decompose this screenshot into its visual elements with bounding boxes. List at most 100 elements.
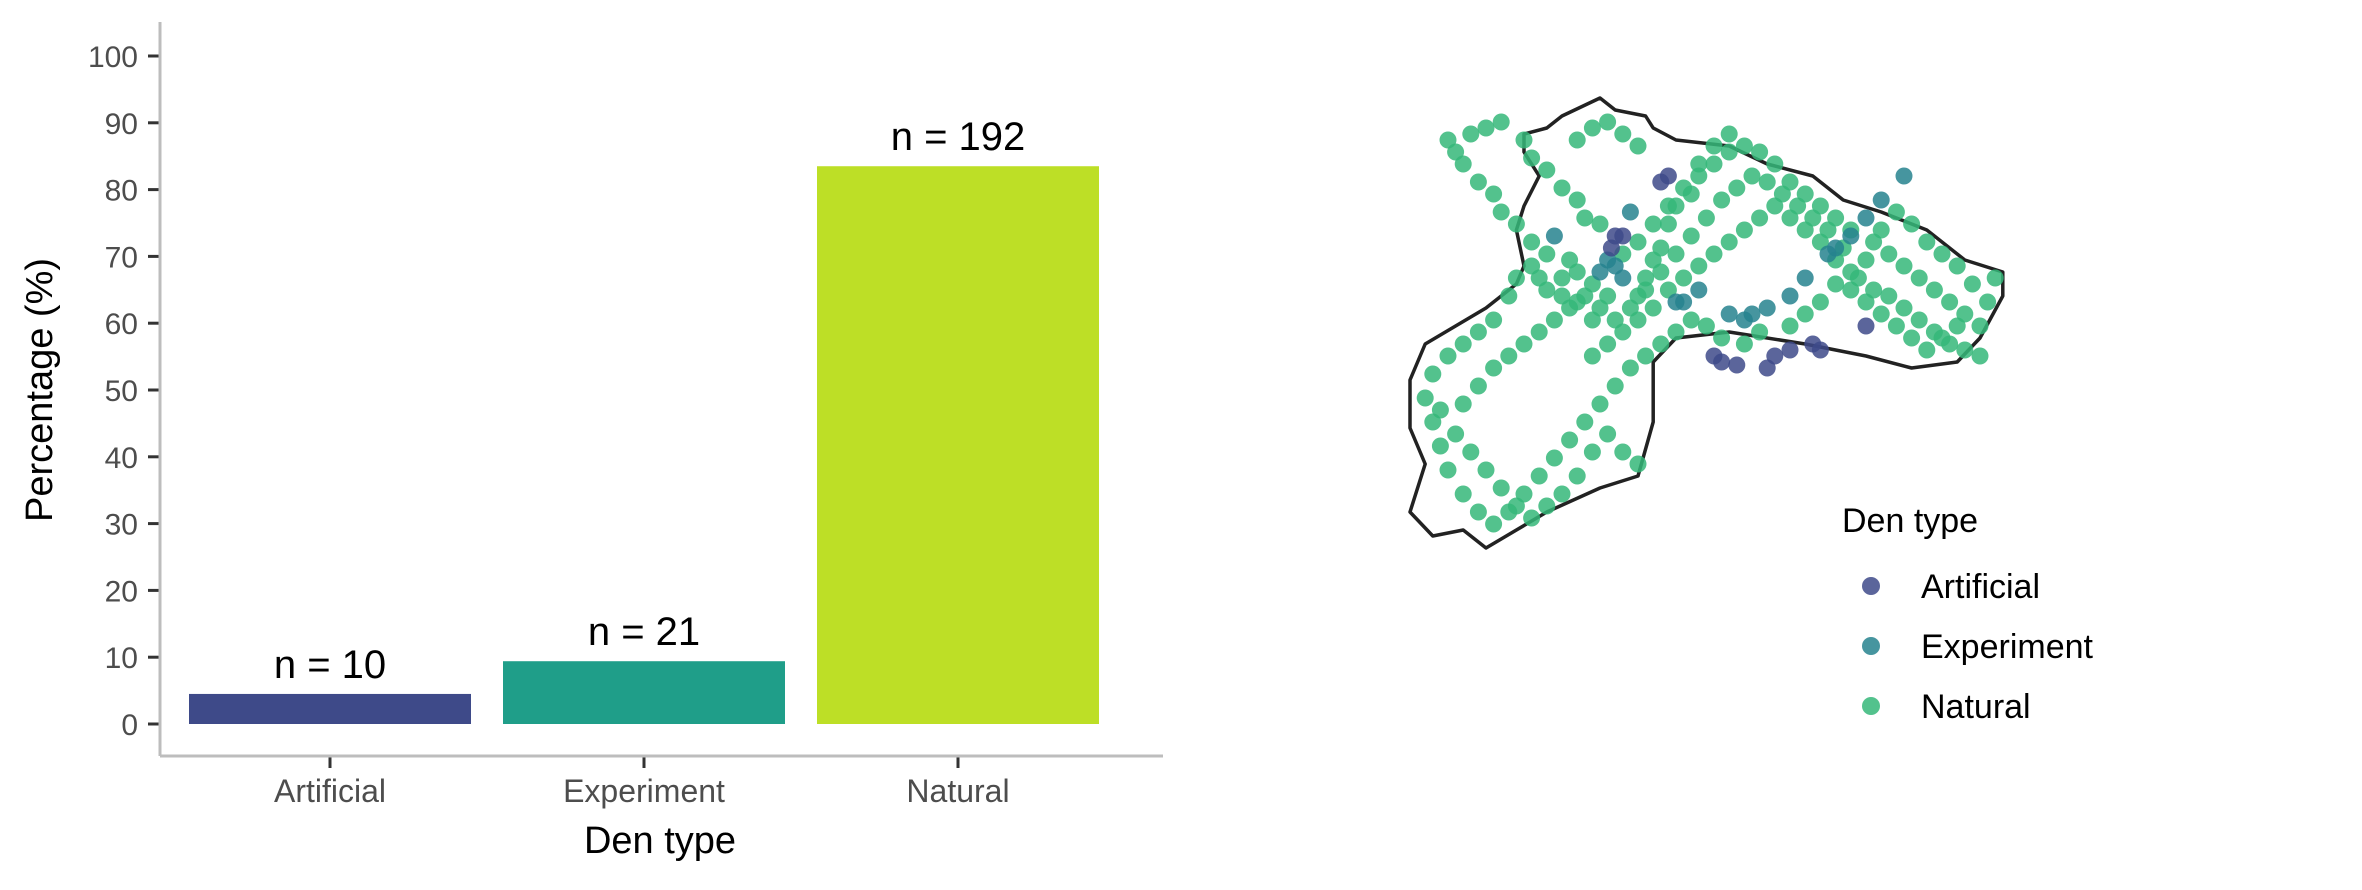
point-natural xyxy=(1416,389,1434,407)
point-natural xyxy=(1925,281,1943,299)
map-points xyxy=(1416,113,2004,533)
bars xyxy=(189,166,1099,725)
point-artificial xyxy=(1659,167,1677,185)
point-experiment xyxy=(1621,203,1639,221)
point-natural xyxy=(1728,179,1746,197)
y-tick-label: 30 xyxy=(105,509,138,542)
point-natural xyxy=(1553,485,1571,503)
point-natural xyxy=(1523,149,1541,167)
point-natural xyxy=(1614,125,1632,143)
legend: Den type Artificial Experiment Natural xyxy=(1842,502,2094,726)
point-experiment xyxy=(1842,227,1860,245)
point-natural xyxy=(1629,455,1647,473)
point-natural xyxy=(1758,173,1776,191)
point-natural xyxy=(1599,113,1617,131)
point-natural xyxy=(1591,215,1609,233)
point-natural xyxy=(1568,467,1586,485)
point-natural xyxy=(1735,335,1753,353)
point-natural xyxy=(1857,251,1875,269)
point-natural xyxy=(1424,365,1442,383)
point-natural xyxy=(1591,395,1609,413)
point-natural xyxy=(1751,143,1769,161)
x-tick-label: Natural xyxy=(906,773,1009,809)
point-natural xyxy=(1910,311,1928,329)
point-natural xyxy=(1447,425,1465,443)
point-natural xyxy=(1941,293,1959,311)
point-natural xyxy=(1599,335,1617,353)
point-natural xyxy=(1720,125,1738,143)
point-natural xyxy=(1523,509,1541,527)
y-tick-label: 80 xyxy=(105,175,138,208)
point-natural xyxy=(1469,323,1487,341)
point-natural xyxy=(1948,317,1966,335)
y-tick-label: 90 xyxy=(105,108,138,141)
point-natural xyxy=(1720,143,1738,161)
point-natural xyxy=(1568,131,1586,149)
point-natural xyxy=(1804,209,1822,227)
point-natural xyxy=(1675,269,1693,287)
point-natural xyxy=(1971,317,1989,335)
point-natural xyxy=(1485,185,1503,203)
point-natural xyxy=(1492,203,1510,221)
point-natural xyxy=(1713,329,1731,347)
point-natural xyxy=(1652,335,1670,353)
point-natural xyxy=(1880,287,1898,305)
point-natural xyxy=(1568,191,1586,209)
legend-key-natural xyxy=(1862,697,1880,715)
point-artificial xyxy=(1857,317,1875,335)
point-experiment xyxy=(1735,311,1753,329)
point-natural xyxy=(1553,269,1571,287)
point-natural xyxy=(1667,245,1685,263)
point-natural xyxy=(1652,239,1670,257)
point-natural xyxy=(1629,233,1647,251)
point-natural xyxy=(1682,227,1700,245)
point-natural xyxy=(1827,275,1845,293)
point-natural xyxy=(1697,317,1715,335)
point-natural xyxy=(1887,203,1905,221)
point-natural xyxy=(1720,233,1738,251)
point-natural xyxy=(1583,119,1601,137)
y-tick-label: 0 xyxy=(121,709,138,742)
point-natural xyxy=(1614,443,1632,461)
point-natural xyxy=(1895,257,1913,275)
point-experiment xyxy=(1690,281,1708,299)
point-natural xyxy=(1485,359,1503,377)
x-axis-title: Den type xyxy=(584,820,736,862)
point-natural xyxy=(1583,443,1601,461)
point-natural xyxy=(1781,317,1799,335)
point-natural xyxy=(1933,245,1951,263)
point-natural xyxy=(1485,311,1503,329)
bar-artificial xyxy=(189,693,471,724)
point-natural xyxy=(1872,305,1890,323)
point-natural xyxy=(1773,185,1791,203)
point-natural xyxy=(1918,233,1936,251)
scatter-map xyxy=(1408,96,2005,550)
point-natural xyxy=(1439,461,1457,479)
point-artificial xyxy=(1781,341,1799,359)
point-natural xyxy=(1553,179,1571,197)
point-experiment xyxy=(1796,269,1814,287)
point-experiment xyxy=(1545,227,1563,245)
point-natural xyxy=(1462,125,1480,143)
point-natural xyxy=(1751,209,1769,227)
point-natural xyxy=(1576,413,1594,431)
point-natural xyxy=(1887,317,1905,335)
point-natural xyxy=(1439,347,1457,365)
legend-label-natural: Natural xyxy=(1921,688,2031,726)
point-natural xyxy=(1454,335,1472,353)
point-natural xyxy=(1629,137,1647,155)
y-tick-label: 20 xyxy=(105,575,138,608)
legend-key-experiment xyxy=(1862,637,1880,655)
point-artificial xyxy=(1614,227,1632,245)
point-natural xyxy=(1690,167,1708,185)
point-natural xyxy=(1637,281,1655,299)
point-natural xyxy=(1462,443,1480,461)
point-natural xyxy=(1507,269,1525,287)
point-natural xyxy=(1431,437,1449,455)
point-natural xyxy=(1948,257,1966,275)
point-natural xyxy=(1796,305,1814,323)
point-natural xyxy=(1652,263,1670,281)
x-tick-label: Experiment xyxy=(563,773,725,809)
